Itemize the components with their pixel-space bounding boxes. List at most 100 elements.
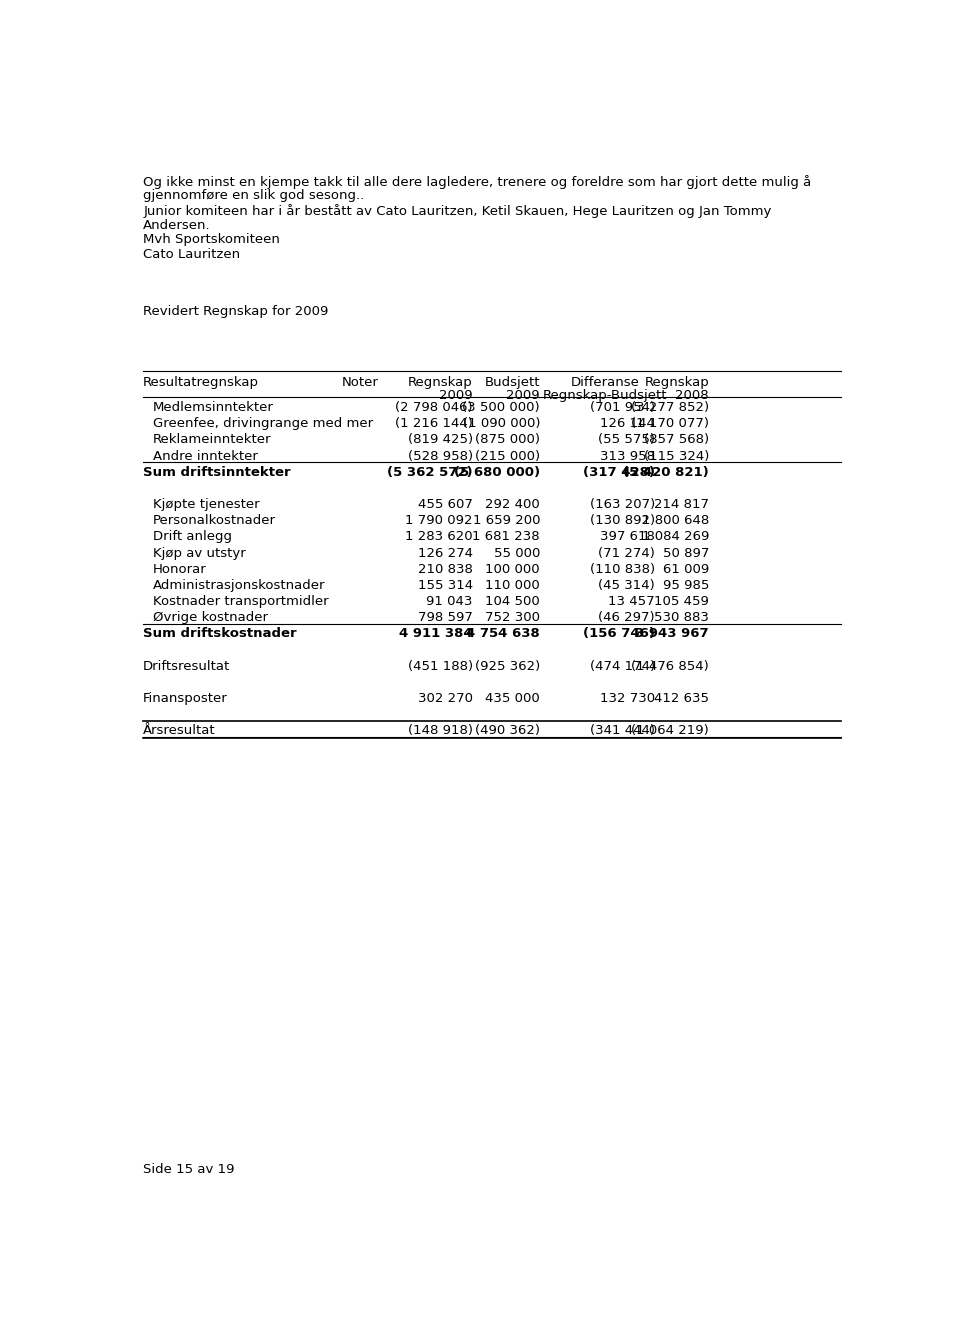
Text: Drift anlegg: Drift anlegg xyxy=(153,531,231,544)
Text: Sum driftskostnader: Sum driftskostnader xyxy=(143,627,297,641)
Text: 798 597: 798 597 xyxy=(418,611,472,624)
Text: 292 400: 292 400 xyxy=(486,498,540,511)
Text: (46 297): (46 297) xyxy=(598,611,655,624)
Text: (819 425): (819 425) xyxy=(407,433,472,446)
Text: (5 420 821): (5 420 821) xyxy=(623,466,709,478)
Text: (341 444): (341 444) xyxy=(589,725,655,737)
Text: (163 207): (163 207) xyxy=(589,498,655,511)
Text: Personalkostnader: Personalkostnader xyxy=(153,515,276,527)
Text: Andre inntekter: Andre inntekter xyxy=(153,449,257,462)
Text: (451 188): (451 188) xyxy=(407,659,472,673)
Text: 302 270: 302 270 xyxy=(418,691,472,705)
Text: (2 798 046): (2 798 046) xyxy=(395,401,472,414)
Text: 61 009: 61 009 xyxy=(662,563,709,576)
Text: 104 500: 104 500 xyxy=(486,595,540,608)
Text: Regnskap: Regnskap xyxy=(408,375,472,389)
Text: 110 000: 110 000 xyxy=(486,579,540,592)
Text: 4 754 638: 4 754 638 xyxy=(467,627,540,641)
Text: (1 064 219): (1 064 219) xyxy=(632,725,709,737)
Text: 50 897: 50 897 xyxy=(662,547,709,560)
Text: 397 618: 397 618 xyxy=(600,531,655,544)
Text: Sum driftsinntekter: Sum driftsinntekter xyxy=(143,466,291,478)
Text: (490 362): (490 362) xyxy=(475,725,540,737)
Text: Greenfee, drivingrange med mer: Greenfee, drivingrange med mer xyxy=(153,417,372,430)
Text: Årsresultat: Årsresultat xyxy=(143,725,216,737)
Text: (857 568): (857 568) xyxy=(644,433,709,446)
Text: Differanse: Differanse xyxy=(570,375,639,389)
Text: (1 216 144): (1 216 144) xyxy=(395,417,472,430)
Text: 2008: 2008 xyxy=(676,389,709,402)
Text: 95 985: 95 985 xyxy=(662,579,709,592)
Text: Andersen.: Andersen. xyxy=(143,218,211,232)
Text: 1 084 269: 1 084 269 xyxy=(641,531,709,544)
Text: (55 575): (55 575) xyxy=(598,433,655,446)
Text: 412 635: 412 635 xyxy=(654,691,709,705)
Text: (528 958): (528 958) xyxy=(407,449,472,462)
Text: (1 170 077): (1 170 077) xyxy=(631,417,709,430)
Text: Reklameinntekter: Reklameinntekter xyxy=(153,433,271,446)
Text: (317 428): (317 428) xyxy=(583,466,655,478)
Text: Noter: Noter xyxy=(342,375,378,389)
Text: 435 000: 435 000 xyxy=(486,691,540,705)
Text: 1 790 092: 1 790 092 xyxy=(405,515,472,527)
Text: 2009: 2009 xyxy=(507,389,540,402)
Text: Driftsresultat: Driftsresultat xyxy=(143,659,230,673)
Text: 91 043: 91 043 xyxy=(426,595,472,608)
Text: (5 362 572): (5 362 572) xyxy=(387,466,472,478)
Text: Side 15 av 19: Side 15 av 19 xyxy=(143,1163,235,1175)
Text: 752 300: 752 300 xyxy=(485,611,540,624)
Text: Revidert Regnskap for 2009: Revidert Regnskap for 2009 xyxy=(143,304,328,318)
Text: 126 274: 126 274 xyxy=(418,547,472,560)
Text: Administrasjonskostnader: Administrasjonskostnader xyxy=(153,579,325,592)
Text: 3 943 967: 3 943 967 xyxy=(636,627,709,641)
Text: 1 681 238: 1 681 238 xyxy=(472,531,540,544)
Text: 1 659 200: 1 659 200 xyxy=(472,515,540,527)
Text: 214 817: 214 817 xyxy=(654,498,709,511)
Text: (156 746): (156 746) xyxy=(583,627,655,641)
Text: 100 000: 100 000 xyxy=(486,563,540,576)
Text: (148 918): (148 918) xyxy=(408,725,472,737)
Text: Og ikke minst en kjempe takk til alle dere lagledere, trenere og foreldre som ha: Og ikke minst en kjempe takk til alle de… xyxy=(143,174,811,189)
Text: Budsjett: Budsjett xyxy=(485,375,540,389)
Text: (215 000): (215 000) xyxy=(475,449,540,462)
Text: (925 362): (925 362) xyxy=(475,659,540,673)
Text: (71 274): (71 274) xyxy=(598,547,655,560)
Text: 210 838: 210 838 xyxy=(418,563,472,576)
Text: Medlemsinntekter: Medlemsinntekter xyxy=(153,401,274,414)
Text: Kjøp av utstyr: Kjøp av utstyr xyxy=(153,547,246,560)
Text: 105 459: 105 459 xyxy=(654,595,709,608)
Text: 132 730: 132 730 xyxy=(600,691,655,705)
Text: (701 954): (701 954) xyxy=(589,401,655,414)
Text: 4 911 384: 4 911 384 xyxy=(399,627,472,641)
Text: (3 500 000): (3 500 000) xyxy=(463,401,540,414)
Text: 530 883: 530 883 xyxy=(654,611,709,624)
Text: (1 090 000): (1 090 000) xyxy=(463,417,540,430)
Text: gjennomføre en slik god sesong..: gjennomføre en slik god sesong.. xyxy=(143,189,365,202)
Text: (130 892): (130 892) xyxy=(589,515,655,527)
Text: 126 144: 126 144 xyxy=(600,417,655,430)
Text: 455 607: 455 607 xyxy=(418,498,472,511)
Text: 313 958: 313 958 xyxy=(600,449,655,462)
Text: Finansposter: Finansposter xyxy=(143,691,228,705)
Text: Kostnader transportmidler: Kostnader transportmidler xyxy=(153,595,328,608)
Text: 13 457: 13 457 xyxy=(608,595,655,608)
Text: (474 174): (474 174) xyxy=(589,659,655,673)
Text: Regnskap: Regnskap xyxy=(644,375,709,389)
Text: 155 314: 155 314 xyxy=(418,579,472,592)
Text: Honorar: Honorar xyxy=(153,563,206,576)
Text: (875 000): (875 000) xyxy=(475,433,540,446)
Text: 1 800 648: 1 800 648 xyxy=(641,515,709,527)
Text: Kjøpte tjenester: Kjøpte tjenester xyxy=(153,498,259,511)
Text: Junior komiteen har i år bestått av Cato Lauritzen, Ketil Skauen, Hege Lauritzen: Junior komiteen har i år bestått av Cato… xyxy=(143,204,772,218)
Text: (110 838): (110 838) xyxy=(589,563,655,576)
Text: (115 324): (115 324) xyxy=(643,449,709,462)
Text: 2009: 2009 xyxy=(439,389,472,402)
Text: (45 314): (45 314) xyxy=(598,579,655,592)
Text: (5 680 000): (5 680 000) xyxy=(454,466,540,478)
Text: Mvh Sportskomiteen: Mvh Sportskomiteen xyxy=(143,233,280,247)
Text: 55 000: 55 000 xyxy=(493,547,540,560)
Text: Cato Lauritzen: Cato Lauritzen xyxy=(143,248,240,261)
Text: Regnskap-Budsjett: Regnskap-Budsjett xyxy=(543,389,667,402)
Text: Resultatregnskap: Resultatregnskap xyxy=(143,375,259,389)
Text: (1 476 854): (1 476 854) xyxy=(632,659,709,673)
